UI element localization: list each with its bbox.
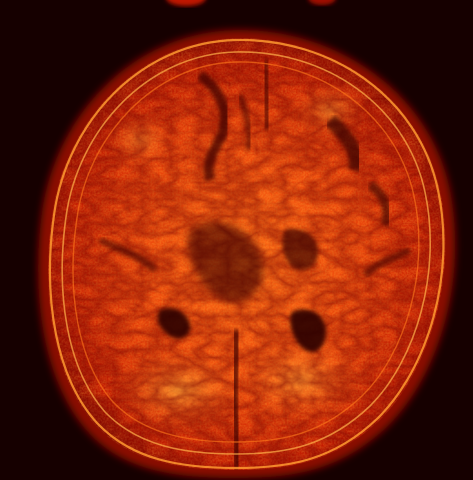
sylvian-fissure-right bbox=[362, 246, 412, 278]
midline-sulcus bbox=[237, 94, 253, 151]
frontal-sulcus-left bbox=[196, 71, 230, 182]
right-dark-region bbox=[282, 228, 319, 271]
top-blob-left bbox=[166, 0, 206, 6]
right-lateral-dark bbox=[367, 181, 392, 227]
skull-outer-ring bbox=[48, 38, 445, 470]
frontal-sulcus-right bbox=[325, 115, 363, 172]
ventricle-horn-right bbox=[290, 309, 327, 352]
skull-inner-ring bbox=[72, 61, 420, 443]
central-dark-region bbox=[187, 221, 264, 303]
posterior-falx bbox=[230, 329, 242, 470]
top-blob-right bbox=[308, 0, 336, 5]
sylvian-fissure-left bbox=[98, 236, 158, 273]
skull-middle-ring bbox=[61, 51, 431, 455]
interhemispheric-fissure-anterior bbox=[261, 59, 272, 131]
ventricle-horn-left bbox=[157, 307, 191, 339]
